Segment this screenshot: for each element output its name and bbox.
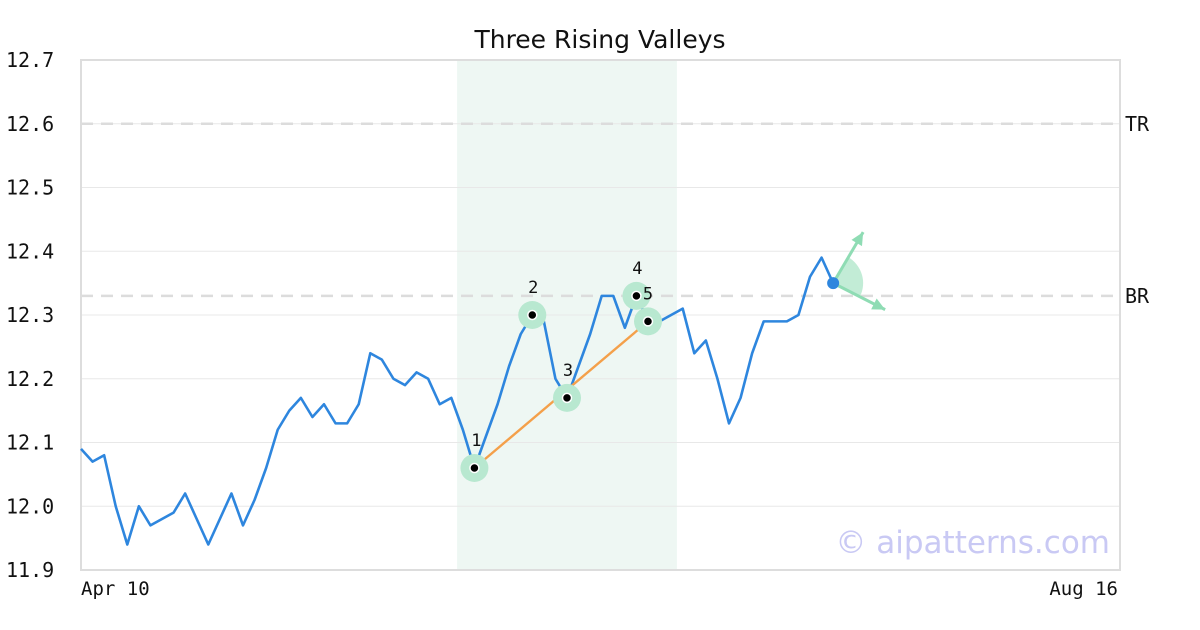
pattern-point xyxy=(527,309,538,321)
reference-lines: TR BR xyxy=(81,112,1150,308)
y-tick-label: 12.0 xyxy=(6,494,54,518)
pattern-point xyxy=(631,290,642,302)
y-axis-ticks: 12.7 12.6 12.5 12.4 12.3 12.2 12.1 12.0 11.9 xyxy=(6,48,54,582)
plot-frame xyxy=(80,59,1121,571)
y-tick-label: 12.4 xyxy=(6,239,54,263)
reference-line-label: TR xyxy=(1125,112,1150,136)
y-tick-label: 12.3 xyxy=(6,303,54,327)
y-tick-label: 12.5 xyxy=(6,176,54,200)
projection-arrow-up-head xyxy=(851,232,864,247)
pattern-point xyxy=(561,392,573,404)
x-tick-start: Apr 10 xyxy=(81,578,150,600)
pattern-point-label: 3 xyxy=(563,361,573,381)
pattern-point xyxy=(642,316,654,327)
pattern-point-label: 4 xyxy=(632,259,642,279)
pattern-point-label: 5 xyxy=(643,284,653,304)
chart-title: Three Rising Valleys xyxy=(473,25,725,54)
pattern-point-label: 1 xyxy=(471,431,481,451)
projection-arrow-down-head xyxy=(871,298,886,310)
pattern-points: 1 2 3 45 xyxy=(460,259,662,482)
watermark: © aipatterns.com xyxy=(835,525,1110,561)
y-tick-label: 12.7 xyxy=(6,48,54,72)
reference-line-label: BR xyxy=(1125,284,1150,308)
y-tick-label: 12.1 xyxy=(6,431,54,455)
pattern-point-label: 2 xyxy=(528,278,538,298)
pattern-point xyxy=(469,462,480,474)
projection-arrows xyxy=(831,231,886,311)
price-line xyxy=(80,256,835,546)
x-tick-end: Aug 16 xyxy=(1049,578,1118,600)
y-tick-label: 12.2 xyxy=(6,367,54,391)
y-tick-label: 11.9 xyxy=(6,558,54,582)
grid-layer xyxy=(81,123,1120,507)
y-tick-label: 12.6 xyxy=(6,112,54,136)
current-price-dot xyxy=(827,277,840,290)
